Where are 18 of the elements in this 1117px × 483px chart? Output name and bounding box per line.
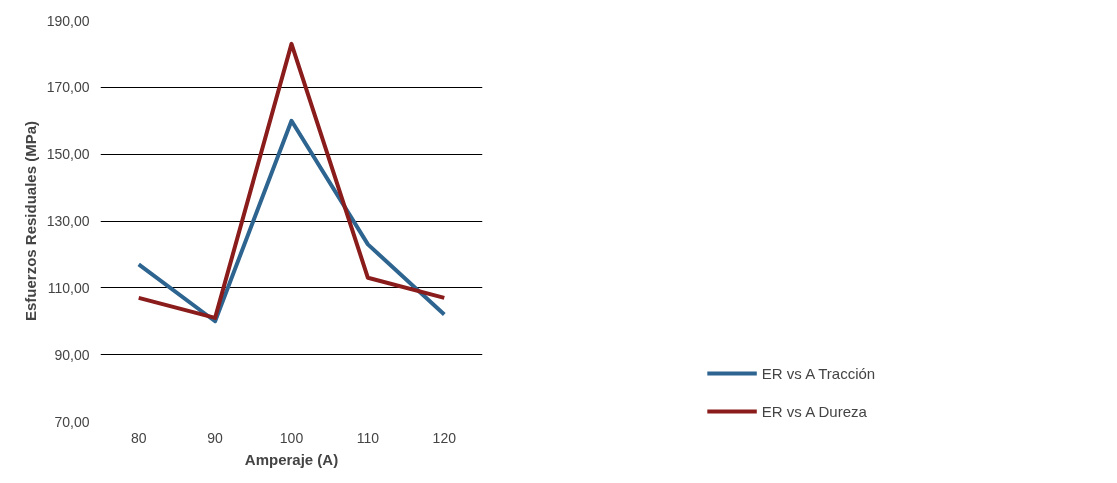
line-series	[136, 118, 447, 324]
legend-label: ER vs A Tracción	[761, 364, 876, 382]
line-series	[136, 41, 447, 320]
y-tick-label: 110,00	[47, 279, 90, 296]
legend-label: ER vs A Dureza	[761, 402, 867, 420]
x-tick-label: 80	[130, 429, 147, 446]
x-tick-label: 120	[432, 429, 457, 446]
y-tick-label: 150,00	[46, 146, 90, 163]
y-tick-label: 130,00	[46, 213, 90, 229]
x-tick-label: 100	[279, 429, 304, 446]
y-tick-label: 70,00	[54, 413, 90, 430]
x-axis-title: Amperaje (A)	[244, 450, 339, 468]
y-tick-label: 170,00	[46, 79, 90, 96]
y-tick-label: 90,00	[54, 346, 90, 363]
x-tick-label: 90	[207, 429, 224, 446]
x-tick-label: 110	[356, 429, 380, 446]
y-axis-title: Esfuerzos Residuales (MPa)	[21, 120, 39, 322]
y-tick-label: 190,00	[46, 12, 90, 29]
